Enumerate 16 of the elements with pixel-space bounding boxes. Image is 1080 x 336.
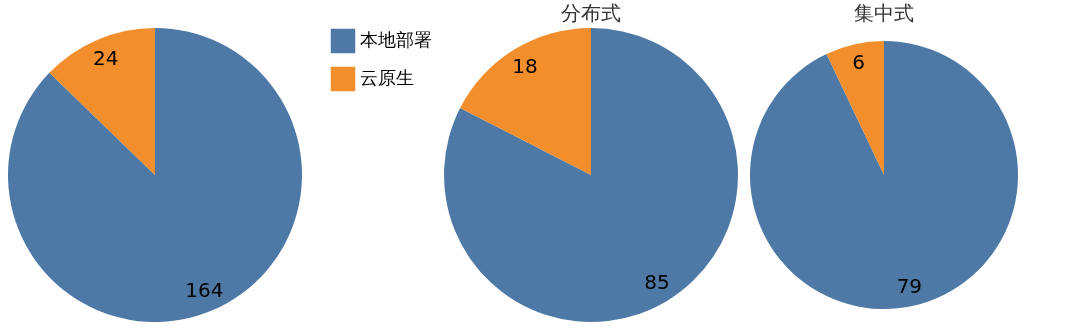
data-label: 79 — [896, 274, 923, 299]
data-label: 85 — [644, 269, 670, 294]
chart-title: 分布式 — [561, 1, 621, 25]
pie-slice — [49, 28, 155, 175]
legend-label: 本地部署 — [360, 29, 432, 50]
pie-slice — [750, 41, 1018, 309]
data-label: 6 — [852, 49, 866, 74]
chart-title: 集中式 — [854, 1, 914, 25]
data-label: 164 — [185, 278, 224, 303]
data-label: 18 — [512, 54, 538, 79]
pie-slice — [444, 28, 738, 322]
pie-slice — [8, 28, 302, 322]
pie-slice — [826, 41, 884, 175]
data-label: 24 — [92, 45, 119, 70]
pie-slice — [460, 28, 591, 175]
legend-label: 云原生 — [360, 67, 414, 88]
